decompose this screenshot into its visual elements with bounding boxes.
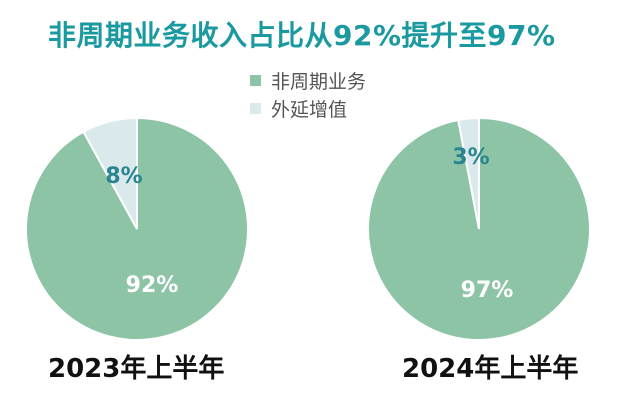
legend-label-non-cyclical: 非周期业务	[271, 70, 367, 93]
legend-item-non-cyclical: 非周期业务	[250, 66, 366, 94]
pie-1-label-0: 97%	[461, 278, 514, 303]
legend-swatch-extension	[250, 102, 261, 114]
pie-1-slice-1	[457, 116, 480, 230]
caption-2024: 2024年上半年	[402, 354, 579, 384]
legend-item-extension: 外延增值	[250, 94, 366, 122]
caption-2023: 2023年上半年	[48, 354, 225, 384]
chart-title: 非周期业务收入占比从92%提升至97%	[48, 19, 556, 52]
pie-0-label-0: 92%	[126, 273, 179, 298]
legend-swatch-non-cyclical	[250, 74, 261, 86]
pie-1-label-1: 3%	[452, 145, 489, 170]
legend: 非周期业务 外延增值	[250, 66, 366, 122]
legend-label-extension: 外延增值	[271, 98, 348, 121]
pie-0-label-1: 8%	[105, 164, 142, 189]
pie-0-slice-1	[82, 116, 138, 230]
